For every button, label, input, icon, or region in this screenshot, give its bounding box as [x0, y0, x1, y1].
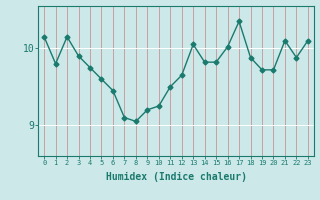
X-axis label: Humidex (Indice chaleur): Humidex (Indice chaleur) [106, 172, 246, 182]
